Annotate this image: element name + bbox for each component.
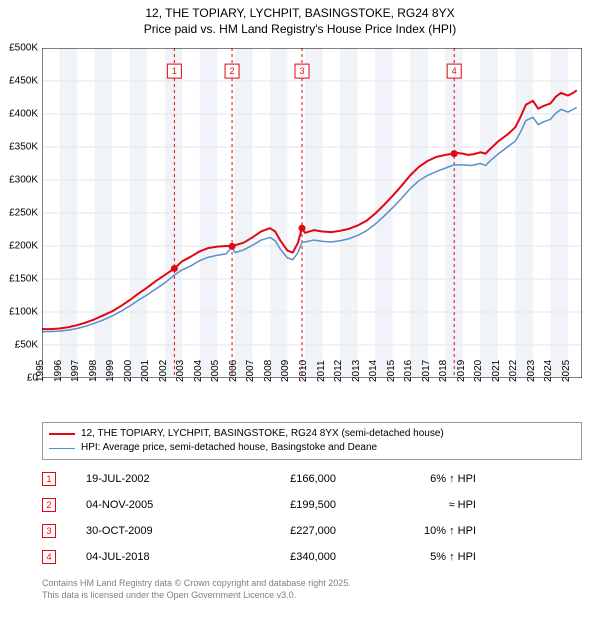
y-tick-label: £450K bbox=[0, 76, 38, 87]
x-tick-label: 2013 bbox=[351, 360, 362, 382]
y-tick-label: £400K bbox=[0, 109, 38, 120]
x-tick-label: 2021 bbox=[491, 360, 502, 382]
chart-plot-area: 1234 £0£50K£100K£150K£200K£250K£300K£350… bbox=[42, 48, 582, 378]
x-tick-label: 2019 bbox=[456, 360, 467, 382]
event-diff-2: ≈ HPI bbox=[366, 499, 476, 511]
event-diff-3: 10% ↑ HPI bbox=[366, 525, 476, 537]
x-tick-label: 2022 bbox=[508, 360, 519, 382]
x-tick-label: 1998 bbox=[88, 360, 99, 382]
chart-container: 12, THE TOPIARY, LYCHPIT, BASINGSTOKE, R… bbox=[0, 0, 600, 620]
footer-line-1: Contains HM Land Registry data © Crown c… bbox=[42, 578, 582, 590]
event-row-3: 3 30-OCT-2009 £227,000 10% ↑ HPI bbox=[42, 518, 582, 544]
x-tick-label: 2008 bbox=[263, 360, 274, 382]
x-tick-label: 2025 bbox=[561, 360, 572, 382]
event-row-4: 4 04-JUL-2018 £340,000 5% ↑ HPI bbox=[42, 544, 582, 570]
svg-text:1: 1 bbox=[172, 66, 177, 76]
legend-box: 12, THE TOPIARY, LYCHPIT, BASINGSTOKE, R… bbox=[42, 422, 582, 460]
event-date-1: 19-JUL-2002 bbox=[86, 473, 226, 485]
x-tick-label: 1997 bbox=[70, 360, 81, 382]
y-tick-label: £250K bbox=[0, 208, 38, 219]
footer-attribution: Contains HM Land Registry data © Crown c… bbox=[42, 578, 582, 601]
legend-label-price-paid: 12, THE TOPIARY, LYCHPIT, BASINGSTOKE, R… bbox=[81, 427, 444, 441]
y-tick-label: £100K bbox=[0, 307, 38, 318]
y-tick-label: £200K bbox=[0, 241, 38, 252]
y-tick-label: £0 bbox=[0, 373, 38, 384]
y-tick-label: £50K bbox=[0, 340, 38, 351]
x-tick-label: 1999 bbox=[105, 360, 116, 382]
x-tick-label: 1995 bbox=[35, 360, 46, 382]
y-tick-label: £350K bbox=[0, 142, 38, 153]
legend-swatch-hpi bbox=[49, 448, 75, 449]
y-tick-label: £150K bbox=[0, 274, 38, 285]
legend-swatch-price-paid bbox=[49, 433, 75, 435]
x-tick-label: 2010 bbox=[298, 360, 309, 382]
svg-text:3: 3 bbox=[299, 66, 304, 76]
event-date-2: 04-NOV-2005 bbox=[86, 499, 226, 511]
x-tick-label: 2009 bbox=[280, 360, 291, 382]
event-table: 1 19-JUL-2002 £166,000 6% ↑ HPI 2 04-NOV… bbox=[42, 466, 582, 570]
event-diff-1: 6% ↑ HPI bbox=[366, 473, 476, 485]
title-line-1: 12, THE TOPIARY, LYCHPIT, BASINGSTOKE, R… bbox=[0, 6, 600, 22]
svg-text:4: 4 bbox=[452, 66, 457, 76]
x-tick-label: 2011 bbox=[316, 360, 327, 382]
x-tick-label: 2002 bbox=[158, 360, 169, 382]
x-tick-label: 2006 bbox=[228, 360, 239, 382]
svg-text:2: 2 bbox=[230, 66, 235, 76]
event-price-4: £340,000 bbox=[226, 551, 366, 563]
x-tick-label: 1996 bbox=[53, 360, 64, 382]
x-tick-label: 2003 bbox=[175, 360, 186, 382]
event-diff-4: 5% ↑ HPI bbox=[366, 551, 476, 563]
event-row-2: 2 04-NOV-2005 £199,500 ≈ HPI bbox=[42, 492, 582, 518]
x-tick-label: 2000 bbox=[123, 360, 134, 382]
chart-title: 12, THE TOPIARY, LYCHPIT, BASINGSTOKE, R… bbox=[0, 0, 600, 37]
event-marker-box-1: 1 bbox=[42, 472, 56, 486]
event-marker-box-4: 4 bbox=[42, 550, 56, 564]
x-tick-label: 2024 bbox=[543, 360, 554, 382]
title-line-2: Price paid vs. HM Land Registry's House … bbox=[0, 22, 600, 38]
y-tick-label: £300K bbox=[0, 175, 38, 186]
x-tick-label: 2015 bbox=[386, 360, 397, 382]
x-tick-label: 2020 bbox=[473, 360, 484, 382]
chart-svg: 1 2 3 4 bbox=[42, 48, 582, 378]
event-marker-box-3: 3 bbox=[42, 524, 56, 538]
x-tick-label: 2001 bbox=[140, 360, 151, 382]
footer-line-2: This data is licensed under the Open Gov… bbox=[42, 590, 582, 602]
event-price-3: £227,000 bbox=[226, 525, 366, 537]
legend-label-hpi: HPI: Average price, semi-detached house,… bbox=[81, 441, 377, 455]
x-tick-label: 2018 bbox=[438, 360, 449, 382]
x-tick-label: 2014 bbox=[368, 360, 379, 382]
event-row-1: 1 19-JUL-2002 £166,000 6% ↑ HPI bbox=[42, 466, 582, 492]
event-price-2: £199,500 bbox=[226, 499, 366, 511]
legend-item-price-paid: 12, THE TOPIARY, LYCHPIT, BASINGSTOKE, R… bbox=[49, 427, 575, 441]
legend-item-hpi: HPI: Average price, semi-detached house,… bbox=[49, 441, 575, 455]
x-tick-label: 2004 bbox=[193, 360, 204, 382]
event-marker-box-2: 2 bbox=[42, 498, 56, 512]
event-date-3: 30-OCT-2009 bbox=[86, 525, 226, 537]
x-tick-label: 2023 bbox=[526, 360, 537, 382]
x-tick-label: 2016 bbox=[403, 360, 414, 382]
x-tick-label: 2017 bbox=[421, 360, 432, 382]
event-price-1: £166,000 bbox=[226, 473, 366, 485]
x-tick-label: 2007 bbox=[245, 360, 256, 382]
x-tick-label: 2012 bbox=[333, 360, 344, 382]
y-tick-label: £500K bbox=[0, 43, 38, 54]
event-date-4: 04-JUL-2018 bbox=[86, 551, 226, 563]
x-tick-label: 2005 bbox=[210, 360, 221, 382]
